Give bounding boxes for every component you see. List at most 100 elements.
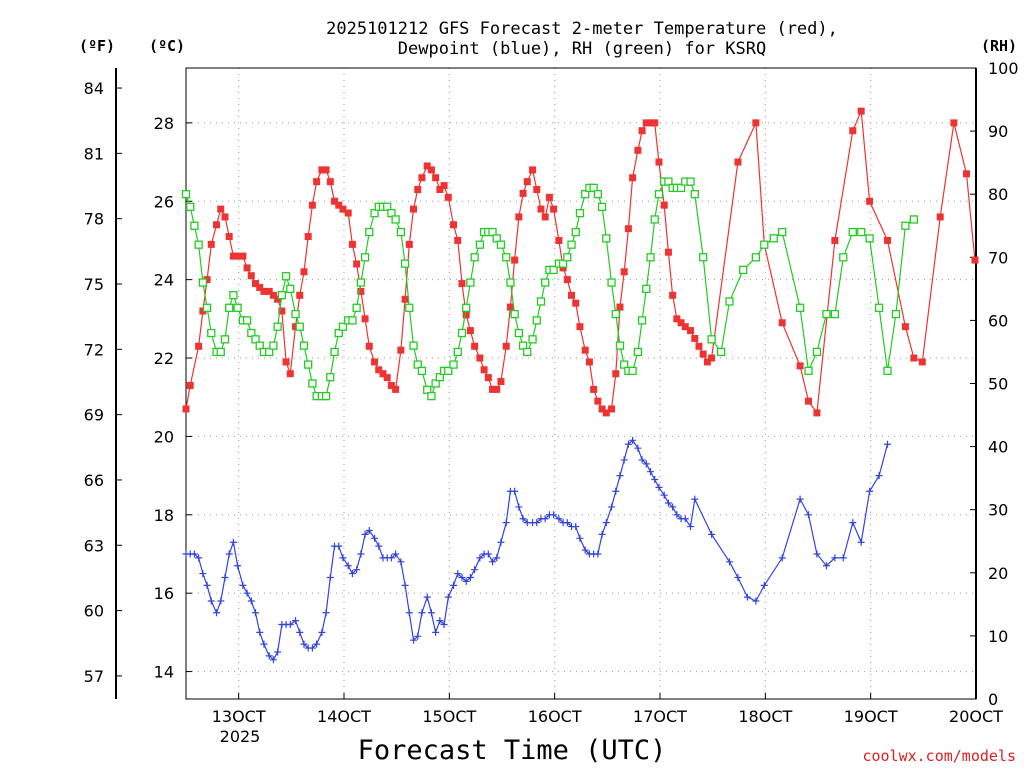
x-tick-label: 13OCT bbox=[212, 707, 266, 726]
rh-point bbox=[194, 240, 203, 249]
rh-tick-label: 90 bbox=[988, 122, 1008, 141]
dewpoint-point bbox=[743, 593, 751, 601]
dewpoint-point bbox=[866, 487, 874, 495]
rh-point bbox=[637, 316, 647, 325]
rh-point bbox=[597, 202, 607, 211]
fahrenheit-tick-label: 81 bbox=[84, 144, 104, 163]
celsius-tick-label: 18 bbox=[154, 506, 174, 525]
rh-point bbox=[391, 215, 400, 224]
dewpoint-point bbox=[414, 632, 422, 640]
2-meter-temperature-point bbox=[462, 311, 470, 319]
dewpoint-point bbox=[489, 558, 497, 566]
2-meter-temperature-point bbox=[353, 260, 361, 268]
fahrenheit-tick-label: 84 bbox=[84, 79, 104, 98]
dewpoint-point bbox=[454, 570, 462, 578]
rh-point bbox=[607, 278, 616, 287]
dewpoint-point bbox=[450, 581, 458, 589]
2-meter-temperature-point bbox=[326, 178, 334, 186]
rh-point bbox=[202, 303, 212, 312]
rh-point bbox=[326, 373, 335, 382]
rh-point bbox=[739, 265, 748, 275]
2-meter-temperature-point bbox=[278, 307, 286, 315]
2-meter-temperature-point bbox=[681, 323, 689, 331]
fahrenheit-tick-label: 69 bbox=[84, 406, 104, 425]
2-meter-temperature-point bbox=[265, 287, 273, 295]
rh-point bbox=[488, 227, 497, 237]
rh-point bbox=[857, 227, 866, 237]
rh-point bbox=[532, 316, 541, 325]
dewpoint-point bbox=[387, 554, 395, 562]
rh-point bbox=[769, 234, 778, 243]
dewpoint-point bbox=[778, 554, 786, 562]
grid bbox=[186, 68, 976, 699]
2-meter-temperature-point bbox=[392, 385, 400, 393]
dewpoint-point bbox=[308, 644, 316, 652]
dewpoint-point bbox=[875, 472, 883, 480]
2-meter-temperature-point bbox=[598, 405, 606, 413]
dewpoint-point bbox=[423, 593, 431, 601]
dewpoint-point bbox=[550, 511, 558, 519]
2-meter-temperature-point bbox=[480, 366, 488, 374]
2-meter-temperature-point bbox=[511, 256, 519, 264]
dewpoint-point bbox=[401, 581, 409, 589]
2-meter-temperature-point bbox=[260, 287, 268, 295]
rh-point bbox=[883, 366, 892, 376]
fahrenheit-tick-label: 66 bbox=[84, 471, 104, 490]
2-meter-temperature-point bbox=[274, 295, 282, 303]
dewpoint-point bbox=[651, 476, 659, 484]
x-tick-label: 19OCT bbox=[844, 707, 898, 726]
dewpoint-point bbox=[515, 503, 523, 511]
dewpoint-point bbox=[213, 609, 221, 617]
2-meter-temperature-point bbox=[365, 342, 373, 350]
2-meter-temperature-point bbox=[221, 213, 229, 221]
rh-point bbox=[795, 303, 805, 312]
2-meter-temperature-point bbox=[361, 315, 369, 323]
rh-point bbox=[273, 322, 282, 331]
rh-point bbox=[330, 347, 339, 357]
dewpoint-point bbox=[207, 597, 215, 605]
rh-point bbox=[812, 347, 822, 357]
rh-point bbox=[462, 303, 471, 312]
2-meter-temperature-point bbox=[207, 240, 215, 248]
plot-frame bbox=[185, 67, 977, 700]
rh-point bbox=[281, 272, 291, 281]
2-meter-temperature-point bbox=[497, 378, 505, 386]
2-meter-temperature-point bbox=[199, 307, 207, 315]
dewpoint-point bbox=[234, 562, 242, 570]
dewpoint-point bbox=[511, 487, 519, 495]
rh-point bbox=[575, 208, 585, 218]
dewpoint-point bbox=[497, 538, 505, 546]
rh-point bbox=[496, 240, 506, 249]
dewpoint-point bbox=[796, 495, 804, 503]
rh-point bbox=[277, 291, 287, 300]
2-meter-temperature-point bbox=[950, 119, 958, 127]
rh-point bbox=[563, 253, 572, 262]
rh-point bbox=[457, 328, 467, 338]
2-meter-temperature-point bbox=[357, 287, 365, 295]
2-meter-temperature-point bbox=[752, 119, 760, 127]
x-tick-label: 17OCT bbox=[633, 707, 687, 726]
credit-link[interactable]: coolwx.com/models bbox=[862, 747, 1016, 765]
2-meter-temperature-point bbox=[331, 197, 339, 205]
dewpoint-point bbox=[476, 554, 484, 562]
rh-unit-label: (RH) bbox=[981, 37, 1017, 55]
rh-point bbox=[865, 234, 874, 243]
dewpoint-point bbox=[884, 440, 892, 448]
2-meter-temperature-point bbox=[585, 358, 593, 366]
2-meter-temperature-point bbox=[664, 248, 672, 256]
2-meter-temperature-point bbox=[581, 346, 589, 354]
dewpoint-point bbox=[296, 628, 304, 636]
rh-tick-label: 60 bbox=[988, 311, 1008, 330]
rh-point bbox=[593, 190, 603, 199]
dewpoint-point bbox=[642, 460, 650, 468]
dewpoint-point bbox=[322, 609, 330, 617]
rh-point bbox=[707, 335, 716, 344]
series bbox=[181, 107, 979, 664]
x-tick-label: 14OCT bbox=[317, 707, 371, 726]
dewpoint-point bbox=[357, 550, 365, 558]
rh-point bbox=[220, 335, 230, 344]
rh-point bbox=[242, 316, 252, 325]
2-meter-temperature-point bbox=[410, 205, 418, 213]
rh-point bbox=[615, 341, 625, 350]
dewpoint-point bbox=[708, 530, 716, 538]
